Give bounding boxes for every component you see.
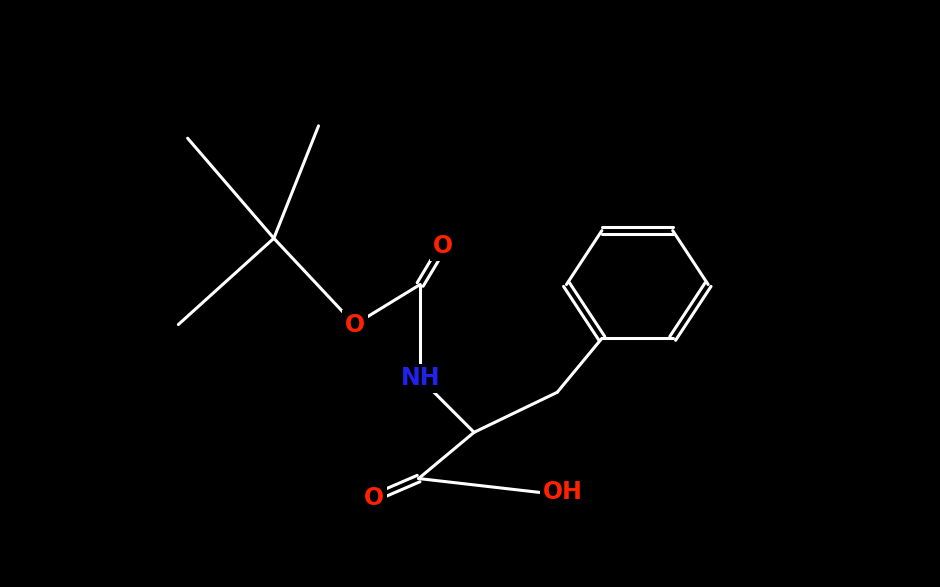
Text: NH: NH <box>400 366 440 390</box>
Text: O: O <box>433 234 453 258</box>
Text: O: O <box>364 486 384 510</box>
Text: OH: OH <box>542 480 583 504</box>
Text: O: O <box>345 312 365 336</box>
